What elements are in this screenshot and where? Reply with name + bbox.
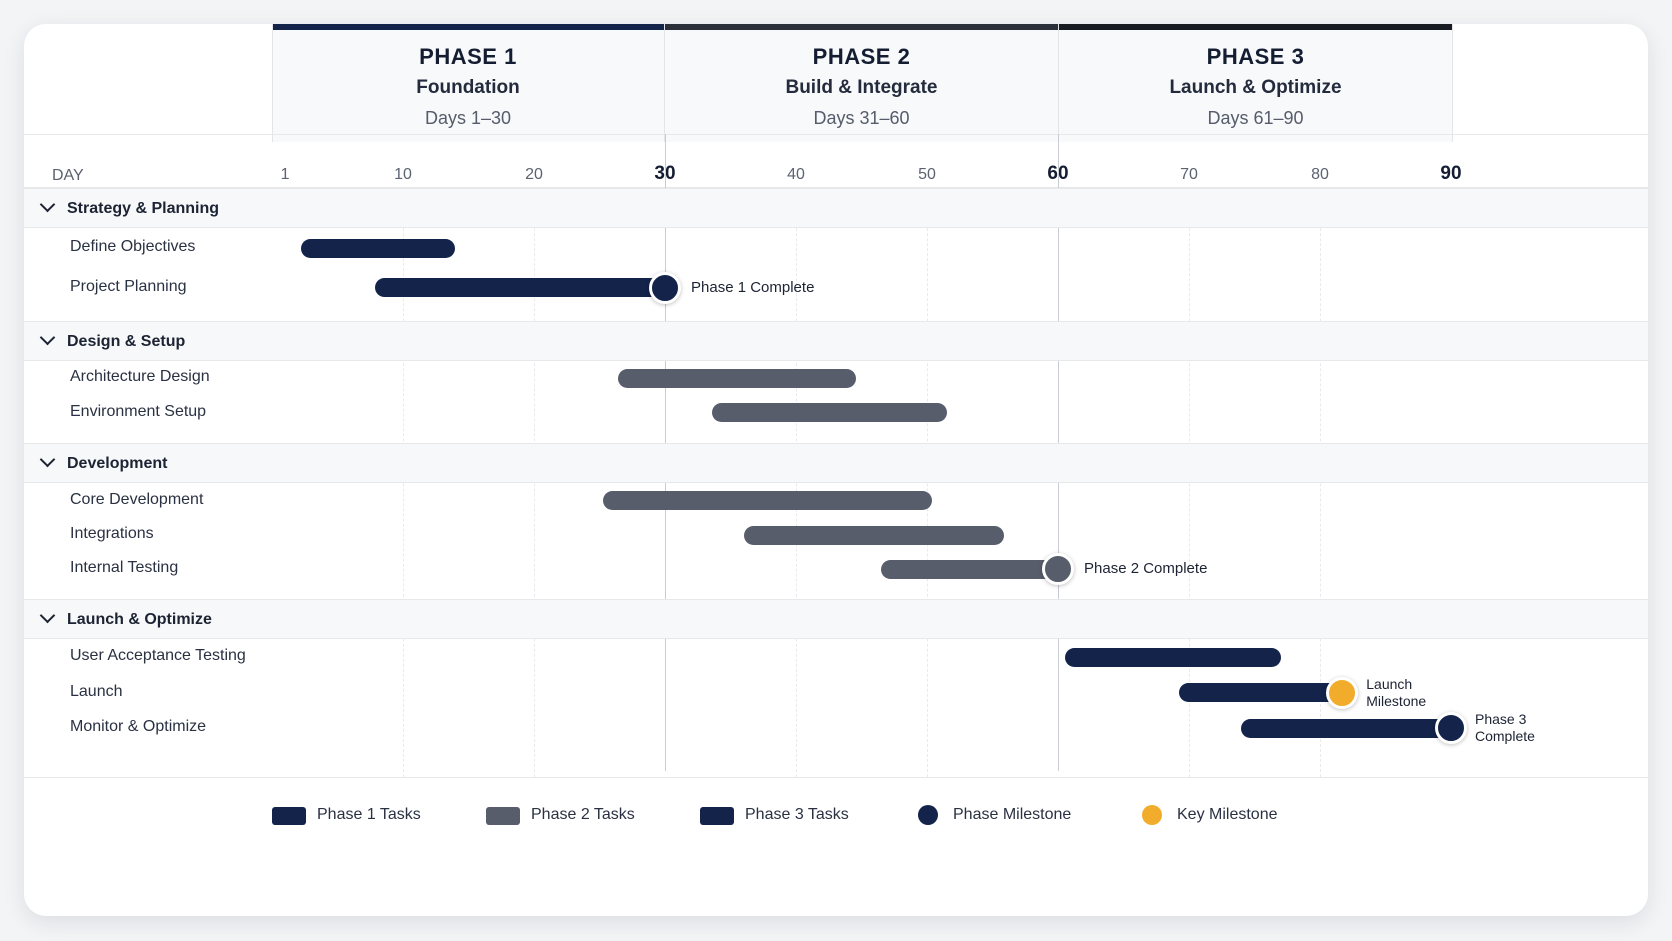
task-label: User Acceptance Testing <box>70 647 246 664</box>
axis-top-divider <box>24 134 1648 135</box>
task-label: Launch <box>70 682 123 700</box>
axis-tick-70: 70 <box>1180 166 1198 183</box>
group-header-0[interactable]: Strategy & Planning <box>24 188 1648 228</box>
group-label-3: Launch & Optimize <box>67 611 212 628</box>
task-label: Architecture Design <box>70 368 210 385</box>
legend-phase-3-swatch <box>700 807 734 825</box>
axis-tick-80: 80 <box>1311 166 1329 183</box>
task-label: Internal Testing <box>70 559 179 576</box>
legend-phase-3-label: Phase 3 Tasks <box>745 806 849 823</box>
chevron-down-icon[interactable] <box>39 607 56 624</box>
legend-phase-1-swatch <box>272 807 306 825</box>
group-label-0: Strategy & Planning <box>67 200 220 217</box>
task-bar[interactable] <box>375 278 665 297</box>
phase-2-accent-bar <box>665 24 1058 30</box>
phase-3-number: PHASE 3 <box>1206 44 1305 69</box>
task-label: Monitor & Optimize <box>70 718 207 735</box>
legend-phase-2-label: Phase 2 Tasks <box>531 806 635 823</box>
key-milestone-marker[interactable] <box>1326 676 1359 709</box>
chevron-down-icon[interactable] <box>39 451 56 468</box>
legend-key-milestone-dot <box>1142 805 1162 825</box>
phase-milestone-marker[interactable] <box>1042 553 1074 585</box>
axis-bottom-divider <box>24 187 1648 188</box>
phase-2-days: Days 31–60 <box>813 108 910 128</box>
task-bar[interactable] <box>1064 647 1281 667</box>
phase-3-name: Launch & Optimize <box>1169 77 1342 98</box>
phase-header-2: PHASE 2 Build & Integrate Days 31–60 <box>665 24 1059 142</box>
chevron-down-icon[interactable] <box>39 196 56 213</box>
phase-2-number: PHASE 2 <box>812 44 911 69</box>
milestone-label: Phase 1 Complete <box>691 278 815 296</box>
task-bar[interactable] <box>881 559 1058 579</box>
task-bar[interactable] <box>603 491 933 510</box>
group-header-2[interactable]: Development <box>24 443 1648 483</box>
task-label: Project Planning <box>70 277 187 295</box>
task-label: Core Development <box>70 490 204 508</box>
gantt-card: PHASE 1 Foundation Days 1–30 PHASE 2 Bui… <box>24 24 1648 916</box>
milestone-label: Phase 3 Complete <box>1475 711 1535 744</box>
legend-phase-milestone-dot <box>918 805 938 825</box>
legend-phase-1-label: Phase 1 Tasks <box>317 806 421 823</box>
legend-phase-2-swatch <box>486 807 520 825</box>
phase-header-3: PHASE 3 Launch & Optimize Days 61–90 <box>1059 24 1453 142</box>
milestone-label: Launch Milestone <box>1366 675 1427 709</box>
phase-1-days: Days 1–30 <box>424 108 512 128</box>
group-label-1: Design & Setup <box>67 333 186 350</box>
phase-milestone-marker[interactable] <box>1435 712 1467 744</box>
axis-label: DAY <box>52 167 84 184</box>
task-bar[interactable] <box>617 368 857 388</box>
phase-header-left-border <box>272 24 273 142</box>
phase-milestone-marker[interactable] <box>649 271 681 304</box>
axis-tick-90: 90 <box>1440 163 1462 184</box>
task-label: Environment Setup <box>70 402 207 420</box>
task-label: Define Objectives <box>70 238 196 255</box>
axis-tick-1: 1 <box>280 166 290 183</box>
phase-1-name: Foundation <box>416 77 520 98</box>
group-header-3[interactable]: Launch & Optimize <box>24 599 1648 639</box>
task-bar[interactable] <box>300 238 456 258</box>
task-bar[interactable] <box>712 403 947 422</box>
axis-tick-20: 20 <box>525 166 543 183</box>
phase-1-accent-bar <box>272 24 664 30</box>
phase-1-number: PHASE 1 <box>419 44 517 69</box>
phase-header-1: PHASE 1 Foundation Days 1–30 <box>272 24 665 142</box>
task-bar[interactable] <box>743 525 1005 545</box>
milestone-label: Phase 2 Complete <box>1084 560 1208 577</box>
legend-key-milestone-label: Key Milestone <box>1177 806 1278 823</box>
group-header-1[interactable]: Design & Setup <box>24 321 1648 361</box>
task-bar[interactable] <box>1241 718 1451 738</box>
task-bar[interactable] <box>1178 683 1343 702</box>
group-label-2: Development <box>67 455 168 472</box>
phase-3-days: Days 61–90 <box>1207 108 1304 128</box>
phase-2-name: Build & Integrate <box>785 77 938 98</box>
task-label: Integrations <box>70 525 154 542</box>
legend-phase-milestone-label: Phase Milestone <box>953 806 1072 823</box>
axis-tick-50: 50 <box>918 166 936 183</box>
axis-tick-10: 10 <box>394 166 412 183</box>
chevron-down-icon[interactable] <box>39 329 56 346</box>
phase-3-accent-bar <box>1059 24 1452 30</box>
legend-divider <box>24 777 1648 778</box>
axis-tick-40: 40 <box>787 166 805 183</box>
